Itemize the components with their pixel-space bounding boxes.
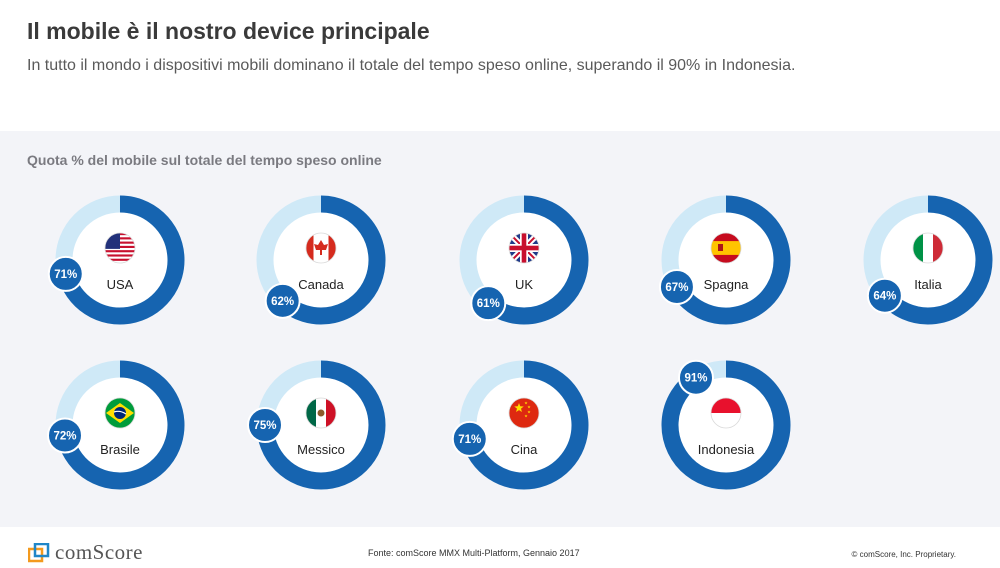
donut-usa: USA 71%	[47, 195, 185, 325]
flag-border	[508, 232, 540, 264]
value-label: 64%	[873, 291, 896, 303]
value-badge	[866, 277, 903, 314]
brazil-flag-icon	[105, 398, 135, 428]
value-badge	[658, 268, 695, 305]
flag-band	[923, 233, 933, 263]
donut-arc	[256, 360, 386, 490]
value-label: 71%	[458, 434, 481, 446]
donut-arc	[56, 360, 185, 490]
flag-star-small	[524, 401, 528, 405]
value-badge	[470, 285, 507, 322]
donut-uk: UK 61%	[459, 195, 589, 325]
footer-source: Fonte: comScore MMX Multi-Platform, Genn…	[368, 548, 580, 558]
comscore-logo: comScore	[28, 540, 143, 565]
flag-star-small	[524, 414, 528, 418]
flag-stripe	[105, 254, 135, 257]
flag-band	[933, 233, 943, 263]
footer-copyright: © comScore, Inc. Proprietary.	[851, 550, 956, 559]
flag-band	[711, 398, 741, 413]
value-label: 61%	[477, 298, 500, 310]
donut-arc	[661, 360, 791, 490]
donut-arc	[878, 195, 993, 325]
donut-arc	[482, 195, 589, 325]
flag-stripe	[105, 258, 135, 261]
flag-cross-red	[509, 245, 539, 251]
donut-indonesia: Indonesia 91%	[661, 359, 791, 490]
uk-flag-icon	[509, 233, 539, 263]
value-badge	[264, 282, 301, 319]
donut-arc	[276, 195, 386, 325]
value-label: 91%	[684, 373, 707, 385]
indonesia-flag-icon	[711, 398, 741, 428]
flag-border	[912, 232, 944, 264]
value-label: 62%	[271, 296, 294, 308]
flag-border	[104, 232, 136, 264]
page-title: Il mobile è il nostro device principale	[27, 18, 430, 44]
donut-cina: Cina 71%	[451, 360, 589, 490]
value-badge	[47, 255, 84, 292]
flag-star-small	[527, 410, 531, 414]
donut-spagna: Spagna 67%	[658, 195, 791, 325]
flag-border	[710, 397, 742, 429]
donut-arc	[669, 195, 791, 325]
chart-title: Quota % del mobile sul totale del tempo …	[27, 152, 382, 168]
country-label: Messico	[297, 442, 345, 457]
value-badge	[247, 407, 283, 443]
donut-arc	[57, 195, 185, 325]
flag-star	[514, 403, 524, 413]
country-label: Brasile	[100, 442, 140, 457]
country-label: Italia	[914, 277, 942, 292]
italy-flag-icon	[913, 233, 943, 263]
country-label: Spagna	[704, 277, 750, 292]
flag-field	[509, 398, 539, 428]
flag-star-small	[527, 405, 531, 409]
spain-flag-icon	[711, 233, 741, 263]
flag-emblem	[718, 244, 723, 251]
country-label: USA	[107, 277, 134, 292]
value-badge	[451, 420, 488, 457]
page-subtitle: In tutto il mondo i dispositivi mobili d…	[27, 57, 796, 74]
comscore-logo-icon	[28, 542, 50, 562]
flag-band	[113, 410, 127, 415]
value-badge	[677, 359, 714, 396]
flag-band	[326, 398, 336, 428]
flag-border	[305, 397, 337, 429]
canada-flag-icon	[306, 233, 336, 263]
value-label: 67%	[665, 282, 688, 294]
flag-band	[711, 241, 741, 255]
country-label: Cina	[511, 442, 539, 457]
donut-canada: Canada 62%	[256, 195, 386, 325]
value-label: 71%	[54, 269, 77, 281]
donut-messico: Messico 75%	[247, 360, 386, 490]
mexico-flag-icon	[306, 398, 336, 428]
flag-border	[305, 232, 337, 264]
flag-band	[306, 233, 314, 263]
country-label: Canada	[298, 277, 344, 292]
comscore-logo-text: comScore	[55, 540, 143, 564]
flag-border	[710, 232, 742, 264]
china-flag-icon	[509, 398, 539, 428]
donut-brasile: Brasile 72%	[46, 360, 185, 490]
flag-band	[306, 398, 316, 428]
flag-border	[104, 397, 136, 429]
flag-band	[328, 233, 336, 263]
maple-leaf	[314, 240, 328, 255]
value-badge	[46, 417, 83, 454]
flag-emblem	[317, 409, 325, 417]
flag-band	[711, 413, 741, 428]
flag-border	[508, 397, 540, 429]
flag-globe	[114, 407, 126, 419]
value-label: 75%	[253, 420, 276, 432]
donut-italia: Italia 64%	[863, 195, 993, 325]
country-label: UK	[515, 277, 533, 292]
flag-band	[913, 233, 923, 263]
value-label: 72%	[53, 430, 76, 442]
flag-stripe	[105, 250, 135, 253]
country-label: Indonesia	[698, 442, 755, 457]
donut-arc	[461, 360, 589, 490]
